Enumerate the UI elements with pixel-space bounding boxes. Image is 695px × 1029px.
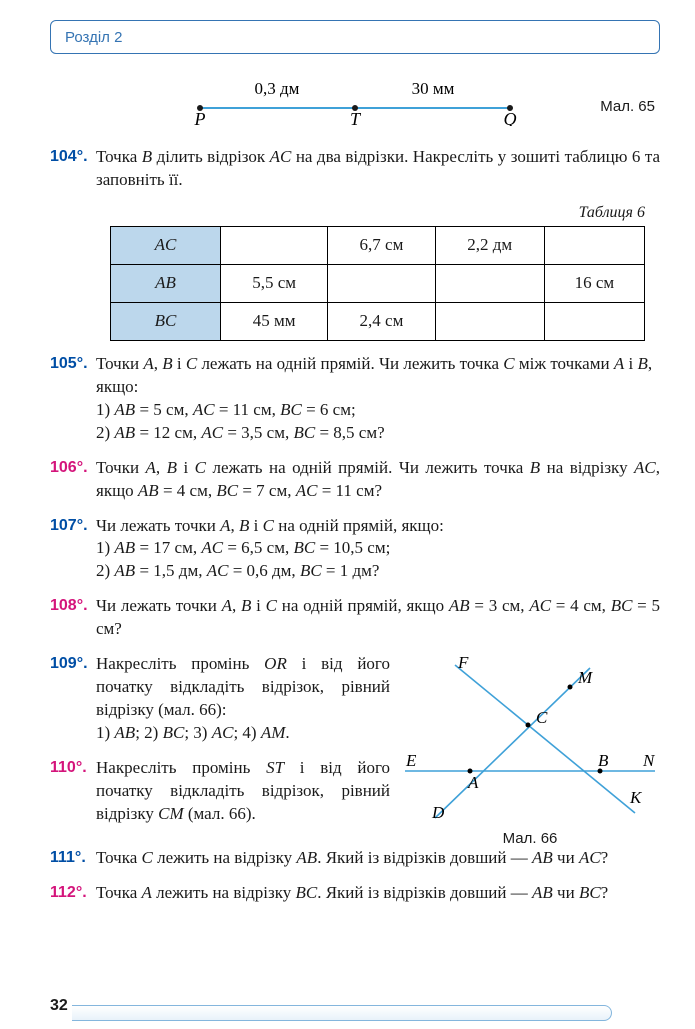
problem-110: 110°. Накресліть промінь ST і від його п… bbox=[50, 757, 390, 826]
problem-text: Точки A, B і C лежать на одній прямій. Ч… bbox=[96, 353, 660, 445]
problem-104: 104°. Точка B ділить відрізок AC на два … bbox=[50, 146, 660, 192]
footer-bar bbox=[72, 1005, 612, 1021]
problem-number: 111°. bbox=[50, 847, 96, 870]
problem-text: Накресліть промінь OR і від його початку… bbox=[96, 653, 390, 745]
svg-text:B: B bbox=[598, 751, 609, 770]
svg-text:D: D bbox=[431, 803, 445, 822]
figure-65: 0,3 дм 30 мм P T Q Мал. 65 bbox=[135, 76, 575, 126]
svg-text:30 мм: 30 мм bbox=[412, 79, 455, 98]
table-6-caption: Таблиця 6 bbox=[50, 204, 645, 222]
figure-66: F M C E A B N D K Мал. 66 bbox=[400, 653, 660, 847]
problem-text: Чи лежать точки A, B і C на одній прямій… bbox=[96, 595, 660, 641]
problem-number: 107°. bbox=[50, 515, 96, 584]
svg-text:E: E bbox=[405, 751, 417, 770]
figure-66-caption: Мал. 66 bbox=[400, 830, 660, 847]
problem-109: 109°. Накресліть промінь OR і від його п… bbox=[50, 653, 390, 745]
problem-number: 110°. bbox=[50, 757, 96, 826]
problem-number: 105°. bbox=[50, 353, 96, 445]
table-row: AC 6,7 см 2,2 дм bbox=[111, 226, 645, 264]
svg-text:A: A bbox=[467, 773, 479, 792]
figure-65-caption: Мал. 65 bbox=[600, 98, 655, 115]
chapter-title: Розділ 2 bbox=[65, 29, 122, 46]
svg-text:F: F bbox=[457, 653, 469, 672]
chapter-header: Розділ 2 bbox=[50, 20, 660, 54]
problem-108: 108°. Чи лежать точки A, B і C на одній … bbox=[50, 595, 660, 641]
svg-text:N: N bbox=[642, 751, 656, 770]
svg-text:P: P bbox=[194, 109, 206, 126]
page-number: 32 bbox=[50, 997, 68, 1015]
problem-text: Точки A, B і C лежать на одній прямій. Ч… bbox=[96, 457, 660, 503]
problem-107: 107°. Чи лежать точки A, B і C на одній … bbox=[50, 515, 660, 584]
svg-text:C: C bbox=[536, 708, 548, 727]
problem-number: 106°. bbox=[50, 457, 96, 503]
problem-text: Точка C лежить на відрізку AB. Який із в… bbox=[96, 847, 660, 870]
problem-number: 109°. bbox=[50, 653, 96, 745]
problem-number: 112°. bbox=[50, 882, 96, 905]
problem-text: Точка B ділить відрізок AC на два відріз… bbox=[96, 146, 660, 192]
problem-number: 108°. bbox=[50, 595, 96, 641]
svg-text:T: T bbox=[350, 109, 362, 126]
svg-text:0,3 дм: 0,3 дм bbox=[255, 79, 300, 98]
table-row: BC 45 мм 2,4 см bbox=[111, 302, 645, 340]
table-row: AB 5,5 см 16 см bbox=[111, 264, 645, 302]
svg-text:Q: Q bbox=[504, 109, 517, 126]
problem-text: Точка A лежить на відрізку BC. Який із в… bbox=[96, 882, 660, 905]
svg-text:K: K bbox=[629, 788, 643, 807]
problem-105: 105°. Точки A, B і C лежать на одній пря… bbox=[50, 353, 660, 445]
problem-106: 106°. Точки A, B і C лежать на одній пря… bbox=[50, 457, 660, 503]
table-6: AC 6,7 см 2,2 дм AB 5,5 см 16 см BC 45 м… bbox=[110, 226, 645, 341]
problem-text: Чи лежать точки A, B і C на одній прямій… bbox=[96, 515, 660, 584]
problem-text: Накресліть промінь ST і від його початку… bbox=[96, 757, 390, 826]
svg-text:M: M bbox=[577, 668, 593, 687]
problem-112: 112°. Точка A лежить на відрізку BC. Яки… bbox=[50, 882, 660, 905]
problem-number: 104°. bbox=[50, 146, 96, 192]
problem-111: 111°. Точка C лежить на відрізку AB. Яки… bbox=[50, 847, 660, 870]
